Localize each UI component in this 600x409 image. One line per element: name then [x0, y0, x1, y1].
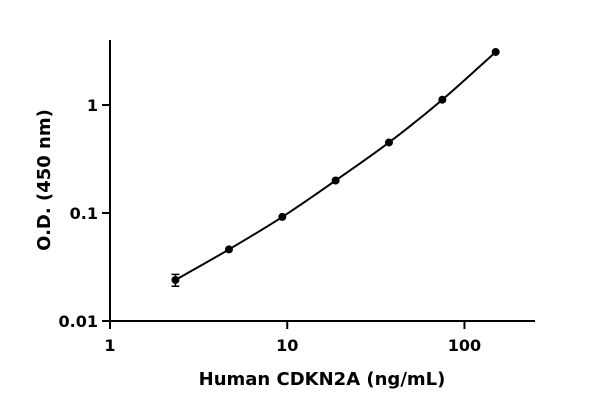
- data-point: [384, 138, 393, 147]
- data-point: [171, 275, 180, 284]
- fit-curve: [174, 51, 497, 281]
- x-axis-title: Human CDKN2A (ng/mL): [199, 369, 446, 390]
- y-tick-label: 1: [87, 96, 98, 115]
- data-point: [331, 176, 340, 185]
- data-point: [438, 95, 447, 104]
- x-tick-label: 10: [276, 336, 298, 355]
- x-tick-label: 100: [448, 336, 481, 355]
- y-tick-label: 0.01: [59, 312, 98, 331]
- y-axis-title: O.D. (450 nm): [34, 109, 55, 251]
- data-point: [278, 212, 287, 221]
- y-tick-label: 0.1: [70, 204, 98, 223]
- x-tick-label: 1: [104, 336, 115, 355]
- data-point: [491, 47, 500, 56]
- data-point: [224, 245, 233, 254]
